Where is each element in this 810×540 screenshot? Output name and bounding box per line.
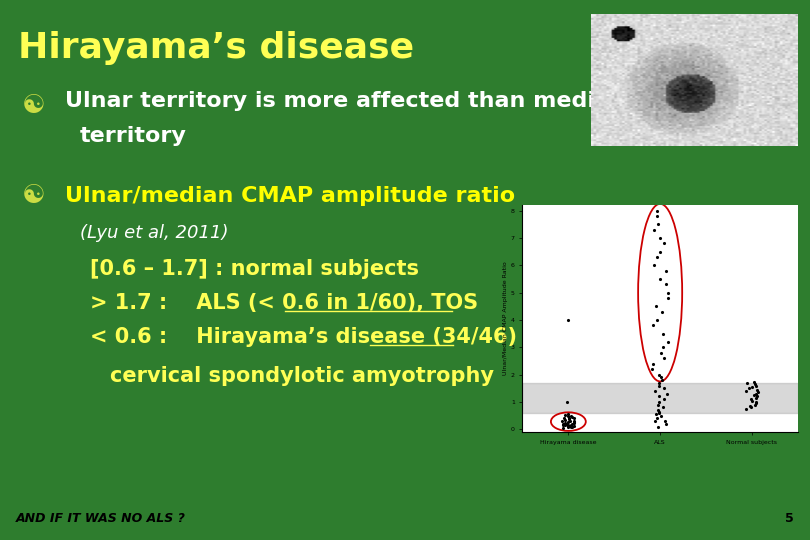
Bar bbox=[522, 383, 798, 413]
Text: cervical spondylotic amyotrophy: cervical spondylotic amyotrophy bbox=[110, 366, 494, 386]
Text: (Lyu et al, 2011): (Lyu et al, 2011) bbox=[80, 224, 228, 242]
Text: > 1.7 :    ALS (< 0.6 in 1/60), TOS: > 1.7 : ALS (< 0.6 in 1/60), TOS bbox=[90, 293, 478, 313]
Text: Hirayama’s disease: Hirayama’s disease bbox=[18, 31, 414, 65]
Text: Ulnar territory is more affected than median: Ulnar territory is more affected than me… bbox=[65, 91, 626, 111]
Text: AND IF IT WAS NO ALS ?: AND IF IT WAS NO ALS ? bbox=[16, 511, 186, 525]
Text: 5: 5 bbox=[785, 511, 794, 525]
Text: ☯: ☯ bbox=[22, 183, 45, 209]
Text: [0.6 – 1.7] : normal subjects: [0.6 – 1.7] : normal subjects bbox=[90, 259, 419, 279]
Text: Ulnar/median CMAP amplitude ratio: Ulnar/median CMAP amplitude ratio bbox=[65, 186, 515, 206]
Text: < 0.6 :    Hirayama’s disease (34/46): < 0.6 : Hirayama’s disease (34/46) bbox=[90, 327, 517, 347]
Y-axis label: Ulnar/Median CMAP Amplitude Ratio: Ulnar/Median CMAP Amplitude Ratio bbox=[503, 262, 508, 375]
Text: ☯: ☯ bbox=[22, 93, 45, 119]
Text: territory: territory bbox=[80, 126, 187, 146]
